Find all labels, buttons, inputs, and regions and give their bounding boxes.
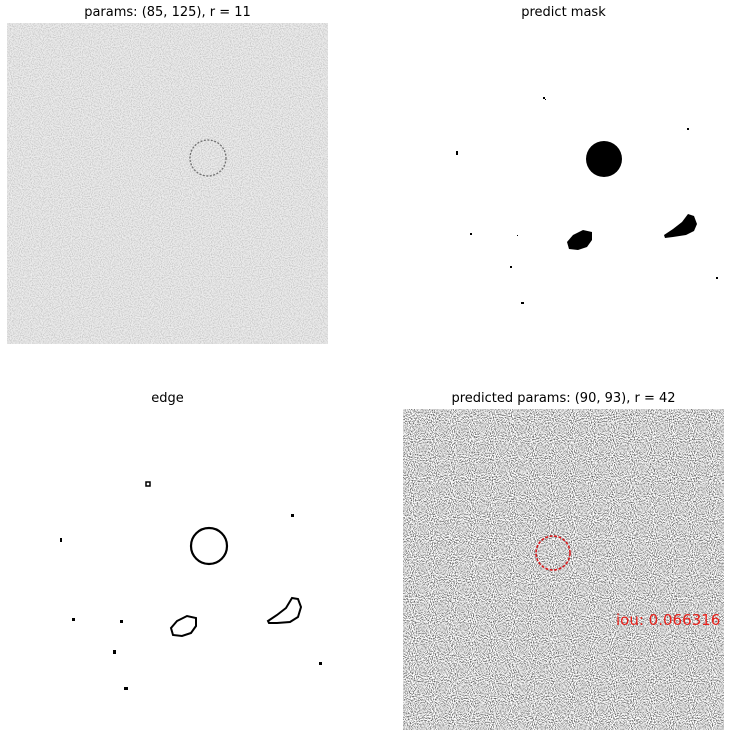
mask-speck — [716, 277, 718, 279]
mask-blob-left — [567, 230, 592, 250]
mask-speck — [543, 97, 545, 99]
predict-mask-image — [403, 23, 724, 344]
edge-contour-right — [266, 596, 303, 624]
mask-speck — [521, 302, 524, 304]
mask-speck — [456, 151, 458, 155]
mask-speck — [517, 235, 518, 236]
edge-speck — [145, 481, 151, 487]
edge-speck — [72, 618, 75, 621]
edge-speck — [60, 538, 62, 542]
edge-contour-left — [169, 614, 197, 638]
mask-blob-right — [664, 214, 697, 238]
title-edge: edge — [151, 391, 184, 406]
edge-plot — [7, 409, 328, 730]
edge-speck — [124, 687, 128, 690]
mask-speck — [470, 233, 472, 235]
faint-circle — [189, 139, 227, 177]
iou-label: iou: 0.066316 — [616, 611, 721, 629]
predicted-circle — [535, 535, 571, 571]
edge-speck — [319, 662, 322, 665]
title-mask: predict mask — [521, 5, 606, 20]
predicted-overlay-image — [403, 409, 724, 730]
mask-plot — [403, 23, 724, 344]
edge-speck — [120, 620, 123, 623]
input-noise-plot — [7, 23, 328, 344]
overlay-plot — [403, 409, 724, 730]
mask-blob-circle — [586, 141, 622, 177]
mask-speck — [687, 128, 689, 130]
edge-circle — [189, 526, 229, 566]
input-image — [7, 23, 328, 344]
mask-speck — [545, 99, 546, 100]
edge-image — [7, 409, 328, 730]
edge-speck — [113, 650, 116, 654]
title-overlay: predicted params: (90, 93), r = 42 — [451, 391, 676, 406]
mask-speck — [510, 266, 512, 268]
title-input: params: (85, 125), r = 11 — [84, 5, 251, 20]
edge-speck — [291, 514, 294, 517]
